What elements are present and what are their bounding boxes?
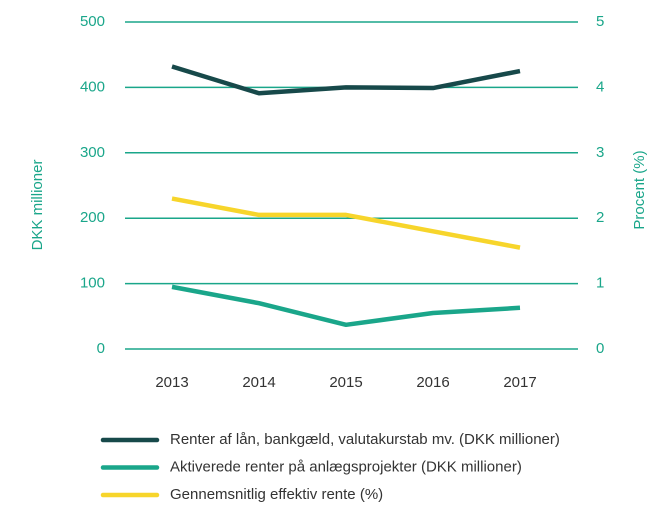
y-tick-label: 500 [80,13,105,30]
series-line [171,64,521,96]
x-tick-label: 2017 [503,374,536,391]
legend-label: Aktiverede renter på anlægsprojekter (DK… [170,458,522,475]
y-tick-label: 400 [80,78,105,95]
y2-axis-label: Procent (%) [631,150,648,229]
legend-label: Gennemsnitlig effektiv rente (%) [170,486,383,503]
y2-tick-label: 0 [596,340,604,357]
x-tick-label: 2015 [329,374,362,391]
legend-label: Renter af lån, bankgæld, valutakurstab m… [170,431,560,448]
x-tick-label: 2013 [155,374,188,391]
y-tick-label: 100 [80,275,105,292]
y-tick-label: 200 [80,209,105,226]
y-tick-label: 300 [80,144,105,161]
y2-tick-label: 2 [596,209,604,226]
y-axis-label: DKK millioner [29,160,46,251]
series-line [171,196,521,250]
series-line [171,284,521,328]
x-tick-label: 2016 [416,374,449,391]
y2-tick-label: 3 [596,144,604,161]
y2-tick-label: 5 [596,13,604,30]
y2-tick-label: 4 [596,78,604,95]
x-tick-label: 2014 [242,374,275,391]
y2-tick-label: 1 [596,275,604,292]
y-tick-label: 0 [97,340,105,357]
